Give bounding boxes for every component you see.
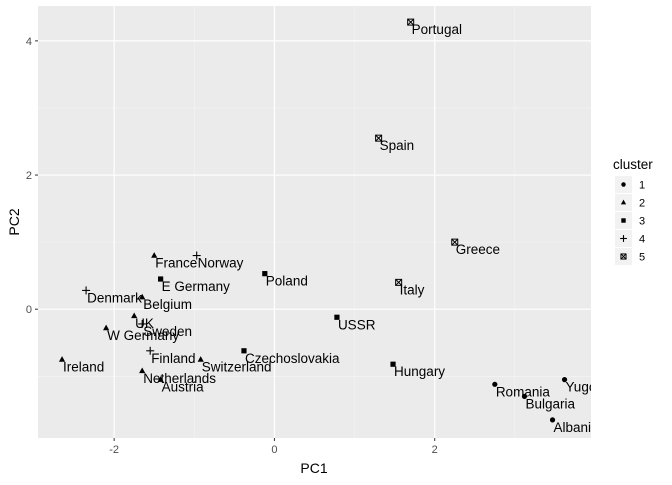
legend-label: 3 xyxy=(639,216,645,228)
data-point-romania xyxy=(492,381,498,387)
x-tick-label: 2 xyxy=(432,444,438,456)
x-tick-label: 0 xyxy=(271,444,277,456)
legend-key-symbol-2 xyxy=(620,199,627,205)
y-tick-label: 4 xyxy=(26,36,32,48)
y-tick-label: 0 xyxy=(26,304,32,316)
point-label: Belgium xyxy=(143,297,192,312)
data-point-italy xyxy=(395,278,403,286)
point-label: Greece xyxy=(456,242,500,257)
data-point-albania xyxy=(549,417,556,423)
point-label: Albania xyxy=(554,420,600,435)
legend-key-symbol-4 xyxy=(620,235,627,242)
data-point-france xyxy=(151,252,158,258)
point-label: France xyxy=(155,256,197,271)
data-point-belgium xyxy=(139,293,146,300)
legend-label: 5 xyxy=(639,252,645,264)
legend-label: 4 xyxy=(639,234,645,246)
data-point-switzerland xyxy=(197,356,204,362)
legend: cluster 1 2 3 4 5 xyxy=(613,157,653,265)
data-point-bulgaria xyxy=(521,393,528,400)
data-points xyxy=(58,18,568,423)
data-point-norway xyxy=(192,251,201,260)
point-label: Bulgaria xyxy=(525,396,575,411)
point-label: Portugal xyxy=(412,22,462,37)
data-point-denmark xyxy=(82,286,91,295)
point-label: Finland xyxy=(151,351,195,366)
point-label: Austria xyxy=(162,380,205,395)
point-label: Poland xyxy=(266,274,308,289)
data-point-ussr xyxy=(334,314,340,320)
point-label: Spain xyxy=(380,138,415,153)
plot-panel xyxy=(38,6,591,438)
data-point-w-germany xyxy=(103,324,110,331)
point-label: Hungary xyxy=(394,364,445,379)
data-point-finland xyxy=(146,346,155,355)
data-point-austria xyxy=(157,376,164,382)
point-label: Ireland xyxy=(63,360,104,375)
legend-key-symbol-1 xyxy=(621,182,626,187)
point-label: UK xyxy=(135,316,154,331)
y-tick-label: 2 xyxy=(26,170,32,182)
data-point-sweden xyxy=(138,319,147,328)
point-label: Switzerland xyxy=(202,360,272,375)
point-label: Italy xyxy=(400,282,425,297)
legend-label: 1 xyxy=(639,180,645,192)
data-point-netherlands xyxy=(139,367,146,374)
data-point-spain xyxy=(375,134,383,142)
point-label: W Germany xyxy=(107,328,179,343)
point-label: Denmark xyxy=(87,290,142,305)
y-axis-title: PC2 xyxy=(6,208,22,235)
x-tick-label: -2 xyxy=(109,444,119,456)
data-point-greece xyxy=(451,238,459,246)
data-point-poland xyxy=(262,271,268,277)
major-gridlines xyxy=(38,6,591,438)
data-point-czechoslovakia xyxy=(241,348,247,354)
point-label: USSR xyxy=(338,317,376,332)
data-point-hungary xyxy=(390,361,396,367)
axis-ticks: -2 0 2 0 2 4 xyxy=(26,36,438,456)
data-point-ireland xyxy=(58,356,66,362)
legend-key-symbol-3 xyxy=(621,218,626,223)
point-label: E Germany xyxy=(162,279,231,294)
point-label: Czechoslovakia xyxy=(245,351,340,366)
data-point-uk xyxy=(131,312,138,319)
data-point-portugal xyxy=(407,18,415,26)
point-labels: Portugal Spain Greece Italy Norway Denmark Swe… xyxy=(63,22,632,435)
data-point-e-germany xyxy=(158,276,164,282)
point-label: Netherlands xyxy=(143,371,216,386)
x-axis-title: PC1 xyxy=(300,460,327,476)
minor-gridlines xyxy=(38,6,591,438)
point-label: Yugoslavia xyxy=(566,380,632,395)
point-label: Romania xyxy=(496,384,551,399)
data-point-yugoslavia xyxy=(561,377,568,383)
point-label: Norway xyxy=(198,256,244,271)
point-label: Sweden xyxy=(143,324,192,339)
legend-key-symbol-5 xyxy=(620,253,627,260)
legend-label: 2 xyxy=(639,198,645,210)
legend-title: cluster xyxy=(613,157,653,172)
